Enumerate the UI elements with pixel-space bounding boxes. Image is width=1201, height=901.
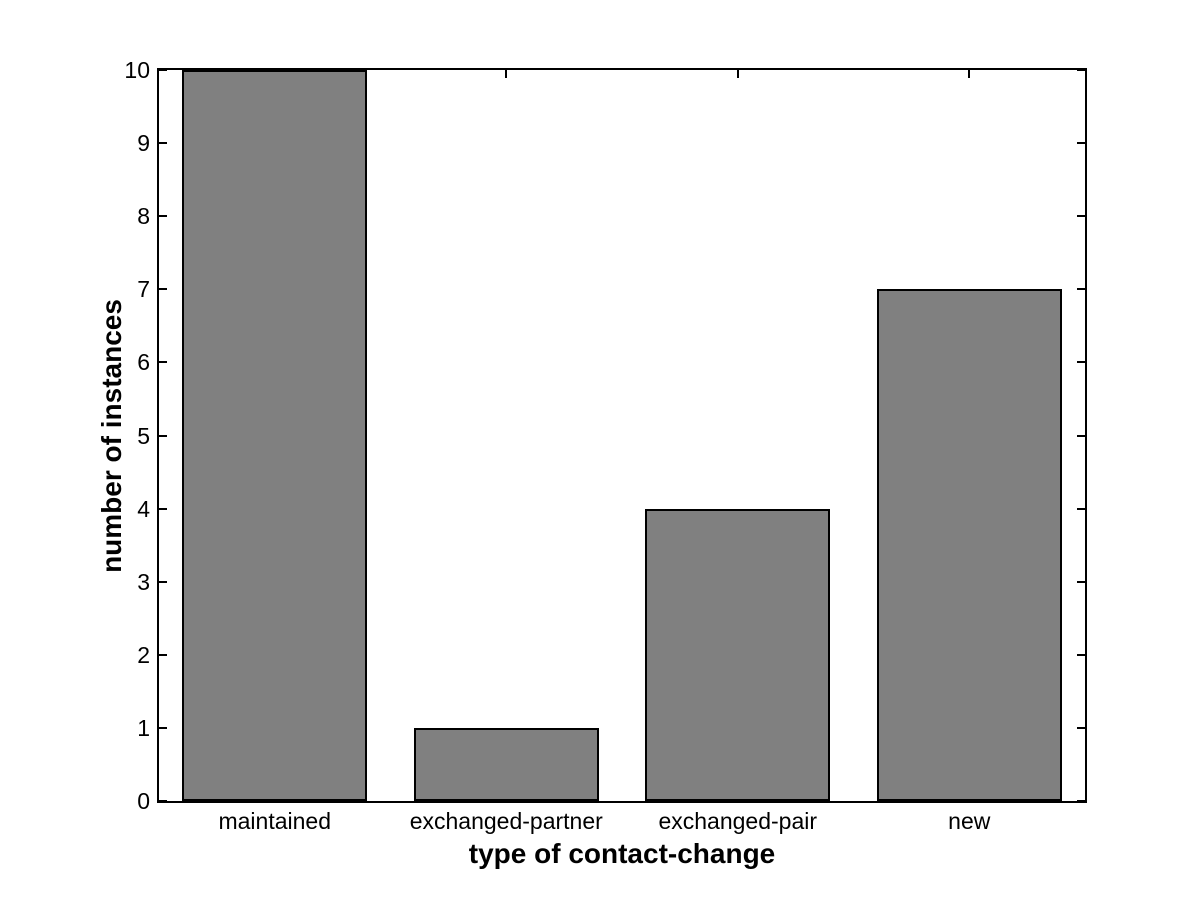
y-tick-label: 8 xyxy=(137,203,150,230)
axis-tick xyxy=(1077,580,1085,583)
axis-tick xyxy=(1077,215,1085,218)
axis-tick xyxy=(1077,800,1085,802)
bar-maintained xyxy=(182,70,368,801)
axis-tick xyxy=(1077,434,1085,437)
x-axis-label: type of contact-change xyxy=(468,838,776,869)
axis-tick xyxy=(159,361,167,364)
axis-tick xyxy=(159,215,167,218)
axis-tick xyxy=(159,507,167,510)
y-tick-label: 2 xyxy=(137,641,150,668)
axis-tick xyxy=(159,726,167,729)
y-tick-label: 5 xyxy=(137,422,150,449)
x-tick-label: exchanged-partner xyxy=(409,808,603,834)
axis-tick xyxy=(159,800,167,802)
axis-tick xyxy=(1077,726,1085,729)
y-tick-label: 7 xyxy=(137,276,150,303)
axis-tick xyxy=(1077,653,1085,656)
axis-tick xyxy=(159,434,167,437)
bar-exchanged-partner xyxy=(413,727,599,801)
bar-exchanged-pair xyxy=(645,508,831,801)
axis-tick xyxy=(1077,69,1085,71)
y-tick-label: 3 xyxy=(137,568,150,595)
y-tick-label: 10 xyxy=(124,57,150,83)
y-tick-label: 4 xyxy=(137,495,150,522)
axis-tick xyxy=(159,653,167,656)
axis-tick xyxy=(1077,142,1085,145)
axis-tick xyxy=(1077,288,1085,291)
x-tick-label: new xyxy=(948,808,991,834)
axis-tick xyxy=(159,142,167,145)
axis-tick xyxy=(159,288,167,291)
x-tick-label: maintained xyxy=(218,808,332,834)
y-tick-label: 0 xyxy=(137,788,150,814)
y-tick-label: 9 xyxy=(137,130,150,157)
y-tick-label: 1 xyxy=(137,714,150,741)
axis-tick xyxy=(505,70,508,78)
plot-area xyxy=(157,68,1087,803)
axis-tick xyxy=(1077,361,1085,364)
axis-tick xyxy=(159,580,167,583)
axis-tick xyxy=(159,69,167,71)
axis-tick xyxy=(1077,507,1085,510)
y-tick-label: 6 xyxy=(137,349,150,376)
plot-inner xyxy=(159,69,1085,802)
x-tick-label: exchanged-pair xyxy=(658,808,818,834)
bar-new xyxy=(876,289,1062,801)
axis-tick xyxy=(736,70,739,78)
axis-tick xyxy=(968,70,971,78)
